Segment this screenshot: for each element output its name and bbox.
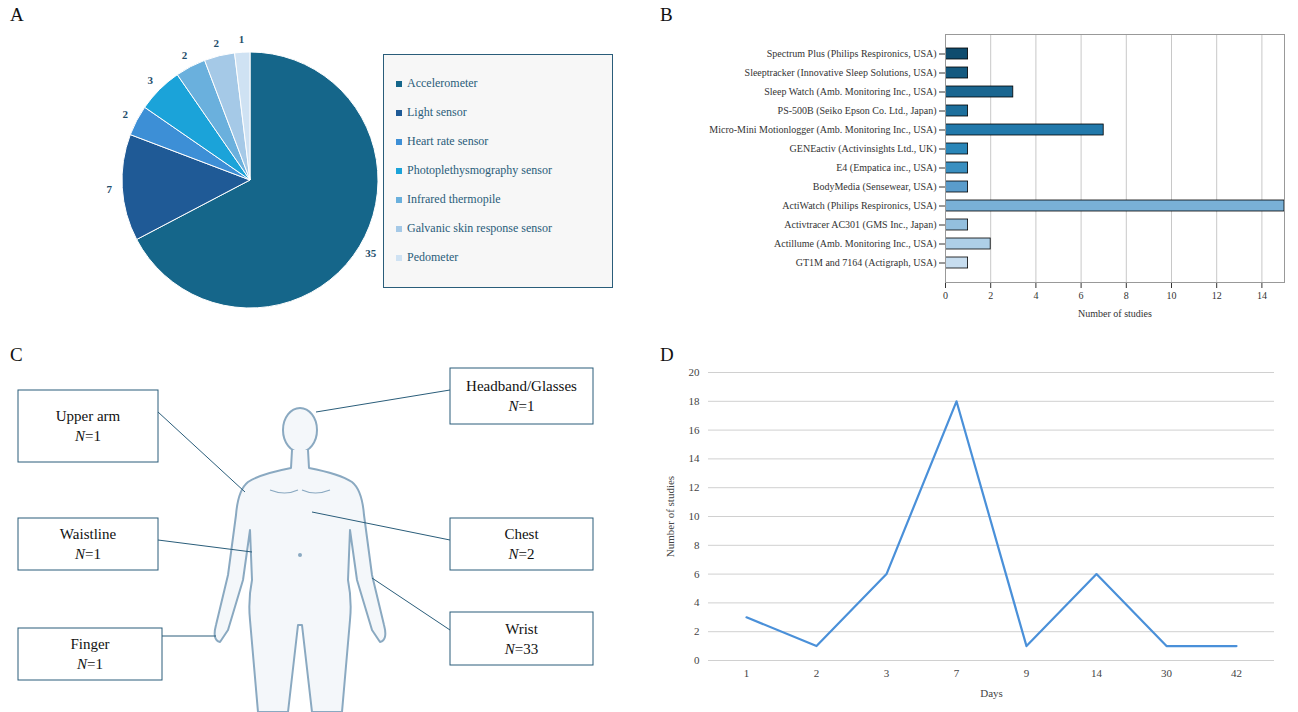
- svg-text:N=1: N=1: [76, 656, 103, 672]
- html-text:Pedometer: Pedometer: [407, 250, 459, 264]
- svg-text:Chest: Chest: [504, 526, 539, 542]
- svg-text:12: 12: [1212, 290, 1222, 301]
- svg-text:Days: Days: [980, 687, 1003, 699]
- svg-text:14: 14: [1091, 667, 1103, 679]
- html-text:Infrared thermopile: Infrared thermopile: [407, 192, 501, 206]
- svg-text:9: 9: [1024, 667, 1030, 679]
- html-text:A: A: [10, 4, 24, 25]
- svg-text:2: 2: [182, 49, 188, 61]
- svg-text:Number of studies: Number of studies: [664, 476, 676, 557]
- svg-text:N=33: N=33: [504, 641, 538, 657]
- svg-text:18: 18: [689, 395, 701, 407]
- svg-text:GENEactiv (Activinsights Ltd.,: GENEactiv (Activinsights Ltd., UK): [790, 143, 937, 155]
- svg-text:Finger: Finger: [70, 636, 109, 652]
- svg-text:10: 10: [689, 510, 701, 522]
- svg-text:0: 0: [694, 654, 700, 666]
- svg-text:16: 16: [689, 424, 701, 436]
- svg-text:Wrist: Wrist: [505, 621, 539, 637]
- svg-text:2: 2: [988, 290, 993, 301]
- svg-text:2: 2: [694, 625, 700, 637]
- svg-text:2: 2: [214, 37, 220, 49]
- svg-text:8: 8: [1124, 290, 1129, 301]
- svg-text:ActiWatch (Philips Respironics: ActiWatch (Philips Respironics, USA): [782, 200, 936, 212]
- svg-text:GT1M and 7164 (Actigraph, USA): GT1M and 7164 (Actigraph, USA): [796, 257, 937, 269]
- svg-text:4: 4: [694, 596, 700, 608]
- html-text:C: C: [10, 344, 23, 365]
- svg-text:2: 2: [122, 108, 128, 120]
- svg-text:Headband/Glasses: Headband/Glasses: [466, 378, 577, 394]
- svg-text:0: 0: [943, 290, 948, 301]
- svg-text:N=1: N=1: [508, 398, 535, 414]
- svg-text:14: 14: [1257, 290, 1267, 301]
- svg-text:14: 14: [689, 452, 701, 464]
- svg-text:Activtracer AC301 (GMS Inc., J: Activtracer AC301 (GMS Inc., Japan): [784, 219, 936, 231]
- svg-text:BodyMedia (Sensewear, USA): BodyMedia (Sensewear, USA): [813, 181, 937, 193]
- svg-text:Spectrum Plus (Philips Respiro: Spectrum Plus (Philips Respironics, USA): [767, 48, 937, 60]
- svg-text:42: 42: [1231, 667, 1242, 679]
- html-text:B: B: [660, 4, 673, 25]
- svg-text:N=1: N=1: [74, 546, 101, 562]
- svg-text:Micro-Mini Motionlogger (Amb.: Micro-Mini Motionlogger (Amb. Monitoring…: [709, 124, 936, 136]
- svg-text:Number of studies: Number of studies: [1078, 308, 1152, 319]
- svg-text:Actillume (Amb. Monitoring Inc: Actillume (Amb. Monitoring Inc., USA): [774, 238, 936, 250]
- svg-text:30: 30: [1161, 667, 1173, 679]
- html-text:Galvanic skin response sensor: Galvanic skin response sensor: [407, 221, 552, 235]
- svg-text:E4 (Empatica inc., USA): E4 (Empatica inc., USA): [836, 162, 936, 174]
- svg-text:7: 7: [954, 667, 960, 679]
- html-text:D: D: [660, 344, 674, 365]
- html-text:Heart rate sensor: Heart rate sensor: [407, 134, 489, 148]
- svg-text:4: 4: [1033, 290, 1038, 301]
- svg-text:10: 10: [1167, 290, 1177, 301]
- svg-text:12: 12: [689, 481, 700, 493]
- svg-text:N=2: N=2: [508, 546, 535, 562]
- svg-text:3: 3: [884, 667, 890, 679]
- svg-text:PS-500B (Seiko Epson Co. Ltd.,: PS-500B (Seiko Epson Co. Ltd., Japan): [778, 105, 937, 117]
- svg-text:Waistline: Waistline: [60, 526, 117, 542]
- html-text:Photoplethysmography sensor: Photoplethysmography sensor: [407, 163, 552, 177]
- svg-text:2: 2: [814, 667, 820, 679]
- svg-text:20: 20: [689, 366, 701, 378]
- svg-text:1: 1: [744, 667, 750, 679]
- svg-text:3: 3: [148, 74, 154, 86]
- svg-text:N=1: N=1: [74, 428, 101, 444]
- svg-text:8: 8: [694, 539, 700, 551]
- svg-text:Upper arm: Upper arm: [56, 408, 121, 424]
- svg-text:7: 7: [107, 183, 113, 195]
- svg-text:6: 6: [694, 568, 700, 580]
- svg-text:6: 6: [1079, 290, 1084, 301]
- svg-text:Sleep Watch (Amb. Monitoring I: Sleep Watch (Amb. Monitoring Inc., USA): [764, 86, 936, 98]
- html-text:Accelerometer: Accelerometer: [407, 76, 478, 90]
- html-text:Light sensor: Light sensor: [407, 105, 467, 119]
- svg-text:35: 35: [365, 247, 377, 259]
- svg-text:Sleeptracker (Innovative Sleep: Sleeptracker (Innovative Sleep Solutions…: [745, 67, 937, 79]
- svg-text:1: 1: [239, 33, 245, 45]
